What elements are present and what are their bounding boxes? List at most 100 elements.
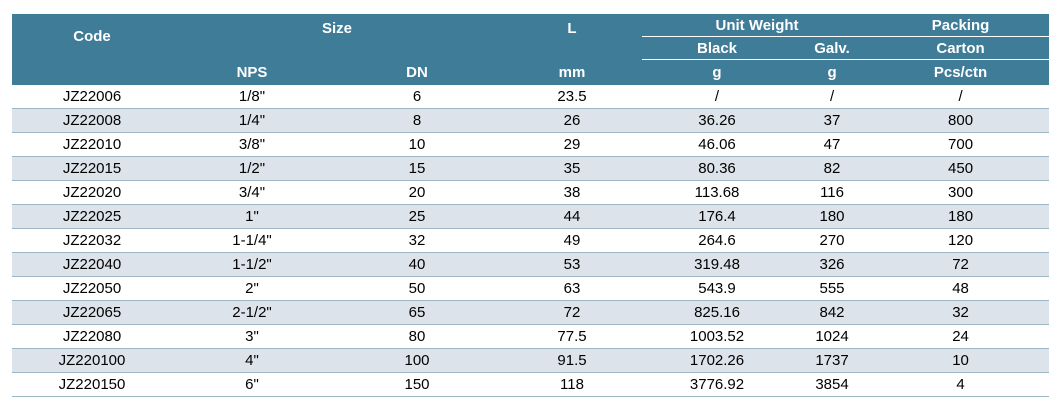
- cell-nps: 3/8": [172, 132, 332, 157]
- header-galv: Galv.: [792, 36, 873, 60]
- header-row-2: Black Galv. Carton: [12, 36, 1050, 60]
- cell-code: JZ22040: [12, 252, 172, 277]
- cell-nps: 2": [172, 276, 332, 301]
- table-row: JZ22025 1" 25 44 176.4 180 180: [12, 204, 1050, 229]
- cell-code: JZ22065: [12, 300, 172, 325]
- cell-code: JZ22025: [12, 204, 172, 229]
- cell-black: 1702.26: [642, 348, 793, 373]
- cell-l: 29: [502, 132, 643, 157]
- cell-nps: 1-1/2": [172, 252, 332, 277]
- header-code-unit: [12, 59, 172, 85]
- table-row: JZ22080 3" 80 77.5 1003.52 1024 24: [12, 324, 1050, 349]
- cell-galv: /: [792, 85, 873, 109]
- table-row: JZ22020 3/4" 20 38 113.68 116 300: [12, 180, 1050, 205]
- cell-dn: 65: [332, 300, 503, 325]
- cell-l: 63: [502, 276, 643, 301]
- cell-dn: 25: [332, 204, 503, 229]
- cell-pcs: 72: [872, 252, 1050, 277]
- cell-black: 46.06: [642, 132, 793, 157]
- cell-black: 1003.52: [642, 324, 793, 349]
- cell-black: 176.4: [642, 204, 793, 229]
- cell-l: 49: [502, 228, 643, 253]
- cell-nps: 1": [172, 204, 332, 229]
- cell-code: JZ220100: [12, 348, 172, 373]
- cell-code: JZ22050: [12, 276, 172, 301]
- header-row-3: NPS DN mm g g Pcs/ctn: [12, 59, 1050, 85]
- cell-pcs: 32: [872, 300, 1050, 325]
- cell-galv: 116: [792, 180, 873, 205]
- cell-black: 3776.92: [642, 372, 793, 397]
- header-row-1: Code Size L Unit Weight Packing: [12, 14, 1050, 60]
- table-row: JZ220150 6" 150 118 3776.92 3854 4: [12, 372, 1050, 397]
- cell-l: 118: [502, 372, 643, 397]
- header-carton: Carton: [872, 36, 1050, 60]
- cell-pcs: 300: [872, 180, 1050, 205]
- table-row: JZ22032 1-1/4" 32 49 264.6 270 120: [12, 228, 1050, 253]
- cell-pcs: 48: [872, 276, 1050, 301]
- cell-black: 264.6: [642, 228, 793, 253]
- cell-galv: 842: [792, 300, 873, 325]
- cell-nps: 1/4": [172, 108, 332, 133]
- cell-l: 72: [502, 300, 643, 325]
- cell-dn: 80: [332, 324, 503, 349]
- cell-pcs: 4: [872, 372, 1050, 397]
- cell-black: 113.68: [642, 180, 793, 205]
- cell-black: 36.26: [642, 108, 793, 133]
- cell-dn: 32: [332, 228, 503, 253]
- table-body: JZ22006 1/8" 6 23.5 / / / JZ22008 1/4" 8…: [12, 85, 1050, 397]
- header-g-black: g: [642, 59, 793, 85]
- cell-code: JZ22008: [12, 108, 172, 133]
- spec-table-container: Code Size L Unit Weight Packing Black Ga…: [12, 14, 1050, 397]
- cell-dn: 15: [332, 156, 503, 181]
- cell-l: 26: [502, 108, 643, 133]
- cell-dn: 150: [332, 372, 503, 397]
- cell-galv: 555: [792, 276, 873, 301]
- cell-nps: 1-1/4": [172, 228, 332, 253]
- cell-pcs: 10: [872, 348, 1050, 373]
- cell-code: JZ22006: [12, 85, 172, 109]
- cell-dn: 8: [332, 108, 503, 133]
- header-packing: Packing: [872, 14, 1050, 37]
- cell-black: 80.36: [642, 156, 793, 181]
- table-row: JZ22008 1/4" 8 26 36.26 37 800: [12, 108, 1050, 133]
- cell-galv: 3854: [792, 372, 873, 397]
- cell-galv: 82: [792, 156, 873, 181]
- cell-pcs: 800: [872, 108, 1050, 133]
- cell-l: 53: [502, 252, 643, 277]
- cell-black: 825.16: [642, 300, 793, 325]
- cell-black: 319.48: [642, 252, 793, 277]
- header-l: L: [502, 14, 643, 60]
- table-row: JZ22010 3/8" 10 29 46.06 47 700: [12, 132, 1050, 157]
- cell-dn: 100: [332, 348, 503, 373]
- cell-nps: 4": [172, 348, 332, 373]
- cell-pcs: /: [872, 85, 1050, 109]
- cell-code: JZ22020: [12, 180, 172, 205]
- cell-galv: 1024: [792, 324, 873, 349]
- cell-pcs: 180: [872, 204, 1050, 229]
- table-row: JZ22006 1/8" 6 23.5 / / /: [12, 85, 1050, 109]
- cell-nps: 1/2": [172, 156, 332, 181]
- cell-l: 91.5: [502, 348, 643, 373]
- cell-l: 35: [502, 156, 643, 181]
- cell-nps: 3/4": [172, 180, 332, 205]
- cell-galv: 180: [792, 204, 873, 229]
- cell-code: JZ22032: [12, 228, 172, 253]
- header-black: Black: [642, 36, 793, 60]
- cell-pcs: 450: [872, 156, 1050, 181]
- table-row: JZ22065 2-1/2" 65 72 825.16 842 32: [12, 300, 1050, 325]
- header-dn: DN: [332, 59, 503, 85]
- cell-dn: 10: [332, 132, 503, 157]
- cell-galv: 326: [792, 252, 873, 277]
- cell-galv: 1737: [792, 348, 873, 373]
- cell-black: /: [642, 85, 793, 109]
- cell-nps: 1/8": [172, 85, 332, 109]
- cell-dn: 50: [332, 276, 503, 301]
- cell-pcs: 700: [872, 132, 1050, 157]
- cell-code: JZ22010: [12, 132, 172, 157]
- header-unit-weight: Unit Weight: [642, 14, 873, 37]
- cell-nps: 6": [172, 372, 332, 397]
- cell-l: 38: [502, 180, 643, 205]
- header-size: Size: [172, 14, 503, 60]
- header-mm: mm: [502, 59, 643, 85]
- cell-nps: 2-1/2": [172, 300, 332, 325]
